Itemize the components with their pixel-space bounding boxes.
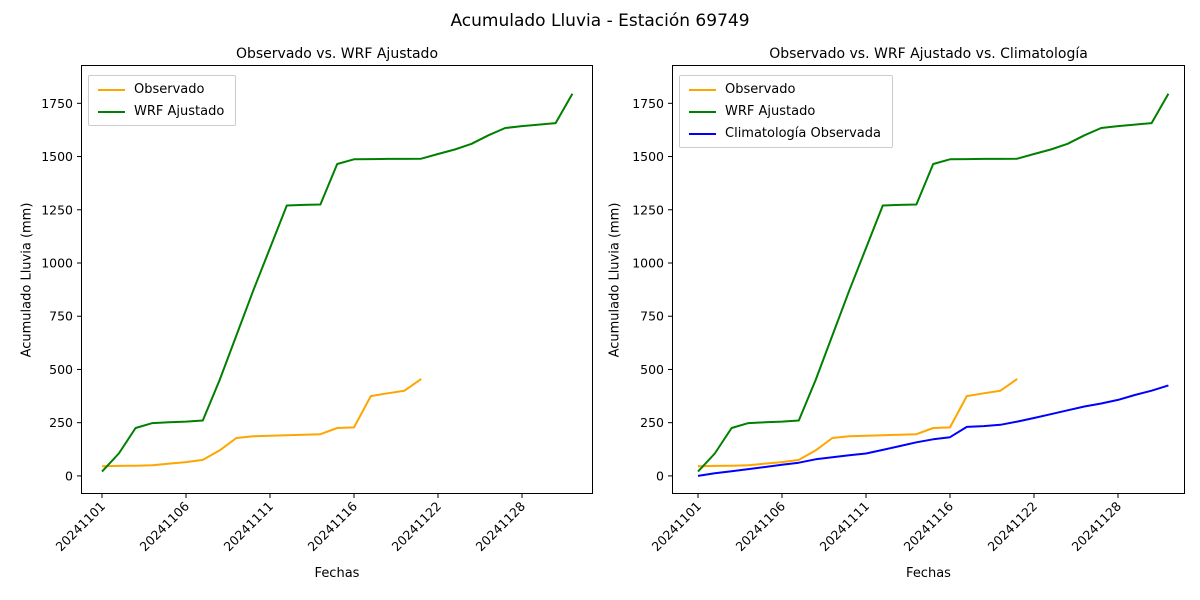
subplot-left-xlabel: Fechas xyxy=(314,566,360,581)
x-tick-label: 20241101 xyxy=(53,499,109,555)
axes-spines xyxy=(81,65,593,494)
legend-item-climatologia: Climatología Observada xyxy=(689,126,881,141)
x-tick-label: 20241116 xyxy=(305,498,361,554)
y-tick-label: 1250 xyxy=(632,202,664,217)
legend-item-observado: Observado xyxy=(98,82,224,97)
y-tick-label: 1000 xyxy=(632,256,664,271)
subplot-left-plot-area: 0 250 500 750 1000 1250 1500 1750 20241101 202411… xyxy=(41,65,593,554)
climatologia-line-swatch xyxy=(689,132,716,135)
observado-line-swatch xyxy=(689,88,716,91)
legend-label: Observado xyxy=(725,82,796,97)
legend-item-wrf-ajustado: WRF Ajustado xyxy=(689,104,881,119)
legend-label: Climatología Observada xyxy=(725,126,881,141)
subplot-left-legend: Observado WRF Ajustado xyxy=(88,75,237,126)
y-tick-label: 250 xyxy=(49,415,73,430)
legend-label: WRF Ajustado xyxy=(725,104,816,119)
x-tick-label: 20241106 xyxy=(137,498,193,554)
x-tick-label: 20241106 xyxy=(733,498,789,554)
y-tick-label: 750 xyxy=(49,309,73,324)
series-line-climatolog-a-observada xyxy=(697,384,1169,477)
y-tick-label: 1750 xyxy=(632,96,664,111)
x-tick-label: 20241128 xyxy=(473,498,529,554)
series-line-observado xyxy=(101,378,422,468)
subplot-right-xlabel: Fechas xyxy=(906,566,951,581)
y-tick-label: 0 xyxy=(65,468,73,483)
subplot-right-axes: 0 250 500 750 1000 1250 1500 1750 20241101 202411… xyxy=(632,65,1185,554)
y-tick-label: 1500 xyxy=(632,149,664,164)
subplot-left-axes: 0 250 500 750 1000 1250 1500 1750 20241101 202411… xyxy=(41,65,593,554)
wrf-line-swatch xyxy=(689,110,716,113)
y-tick-label: 0 xyxy=(656,468,664,483)
wrf-line-swatch xyxy=(98,110,125,113)
x-tick-label: 20241128 xyxy=(1069,498,1125,554)
y-tick-label: 1000 xyxy=(41,256,73,271)
subplot-right-ylabel: Acumulado Lluvia (mm) xyxy=(607,202,623,358)
legend-item-wrf-ajustado: WRF Ajustado xyxy=(98,104,224,119)
subplot-left-ylabel: Acumulado Lluvia (mm) xyxy=(19,202,35,358)
series-line-wrf-ajustado xyxy=(697,93,1170,473)
x-tick-label: 20241111 xyxy=(221,499,277,555)
subplot-right-title: Observado vs. WRF Ajustado vs. Climatolo… xyxy=(769,46,1088,62)
axes-spines xyxy=(672,65,1185,494)
series-line-wrf-ajustado xyxy=(101,93,574,473)
y-tick-label: 500 xyxy=(640,362,664,377)
legend-label: WRF Ajustado xyxy=(134,104,225,119)
subplot-right-legend: Observado WRF Ajustado Climatología Obse… xyxy=(679,75,893,148)
y-tick-label: 1500 xyxy=(41,149,73,164)
legend-label: Observado xyxy=(134,82,205,97)
x-tick-label: 20241101 xyxy=(649,499,705,555)
x-tick-label: 20241122 xyxy=(389,499,445,555)
y-tick-label: 1250 xyxy=(41,202,73,217)
y-tick-label: 750 xyxy=(640,309,664,324)
x-tick-label: 20241111 xyxy=(817,499,873,555)
figure-title: Acumulado Lluvia - Estación 69749 xyxy=(450,11,750,31)
observado-line-swatch xyxy=(98,88,125,91)
subplot-left-title: Observado vs. WRF Ajustado xyxy=(235,46,439,62)
x-tick-label: 20241116 xyxy=(901,498,957,554)
legend-item-observado: Observado xyxy=(689,82,881,97)
series-line-observado xyxy=(697,378,1018,468)
x-tick-label: 20241122 xyxy=(985,499,1041,555)
y-tick-label: 500 xyxy=(49,362,73,377)
y-tick-label: 1750 xyxy=(41,96,73,111)
y-tick-label: 250 xyxy=(640,415,664,430)
